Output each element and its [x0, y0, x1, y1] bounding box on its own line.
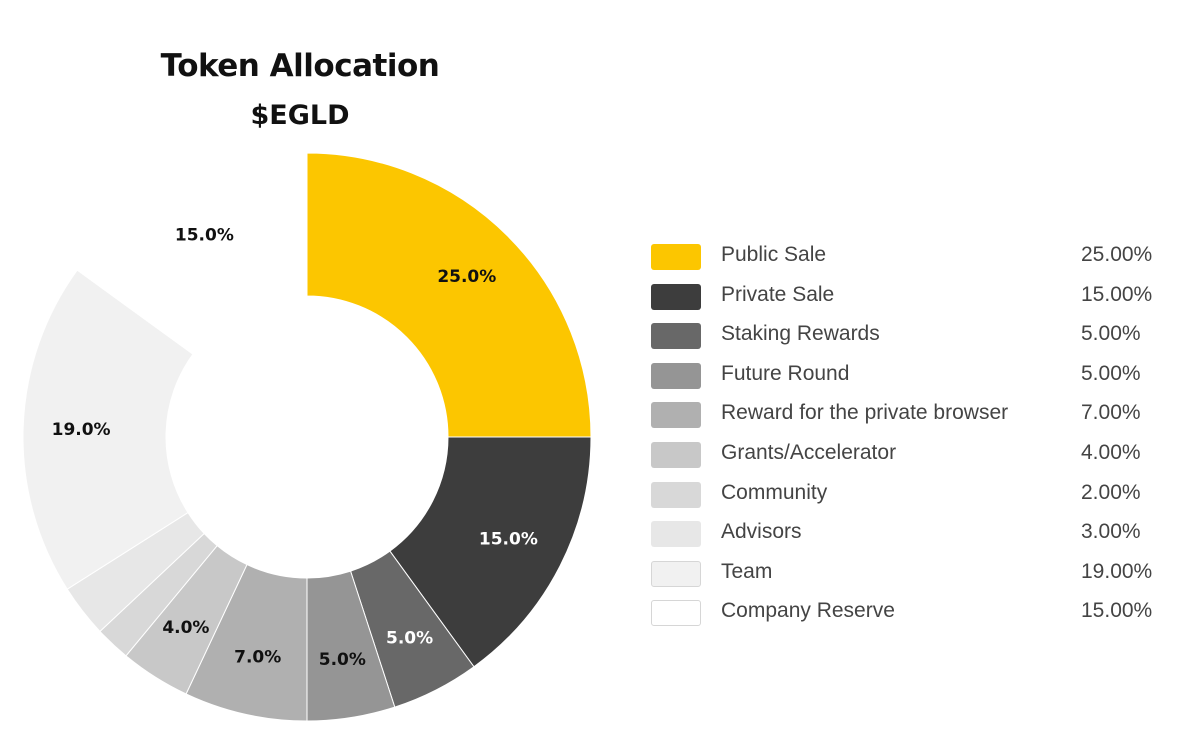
- legend-value: 4.00%: [1081, 440, 1141, 464]
- donut-chart: 25.0% 15.0% 5.0% 5.0% 7.0% 4.0% 19.0% 15.0%: [22, 152, 592, 722]
- slice-public-sale: [306, 152, 592, 438]
- legend-label: Public Sale: [721, 243, 827, 266]
- legend-label: Reward for the private browser: [721, 401, 1009, 425]
- legend-label: Future Round: [721, 361, 850, 385]
- legend-value: 5.00%: [1081, 322, 1141, 346]
- legend-label: Private Sale: [721, 282, 835, 306]
- chart-subtitle: $EGLD: [250, 100, 350, 131]
- legend-item-private-sale: Private Sale 15.00%: [651, 278, 1171, 318]
- legend-swatch: [651, 244, 701, 270]
- legend-value: 2.00%: [1081, 480, 1141, 504]
- legend-value: 5.00%: [1081, 361, 1141, 385]
- legend-item-staking-rewards: Staking Rewards 5.00%: [651, 317, 1171, 357]
- legend-swatch: [651, 441, 701, 468]
- slice-label-reward-for-the-private-browser: 7.0%: [234, 648, 281, 668]
- legend-item-team: Team 19.00%: [651, 555, 1171, 595]
- legend-item-reward-for-the-private-browser: Reward for the private browser 7.00%: [651, 396, 1171, 436]
- slice-private-sale: [389, 436, 592, 668]
- slice-label-future-round: 5.0%: [319, 650, 366, 670]
- legend: Public Sale 25.00% Private Sale 15.00% Staki…: [651, 238, 1171, 634]
- legend-swatch: [651, 481, 701, 508]
- legend-item-advisors: Advisors 3.00%: [651, 515, 1171, 555]
- legend-item-company-reserve: Company Reserve 15.00%: [651, 594, 1171, 634]
- legend-swatch: [651, 560, 701, 587]
- legend-swatch: [651, 362, 701, 389]
- legend-item-public-sale: Public Sale 25.00%: [651, 238, 1171, 278]
- legend-value: 15.00%: [1081, 282, 1153, 306]
- legend-swatch: [651, 402, 701, 429]
- slice-label-company-reserve: 15.0%: [175, 226, 234, 246]
- legend-value: 3.00%: [1081, 520, 1141, 544]
- slice-label-team: 19.0%: [52, 420, 111, 440]
- legend-label: Community: [721, 480, 828, 504]
- legend-value: 15.00%: [1081, 599, 1153, 623]
- legend-label: Staking Rewards: [721, 322, 880, 346]
- legend-label: Grants/Accelerator: [721, 440, 897, 464]
- slice-team: [22, 269, 194, 590]
- legend-item-grants-accelerator: Grants/Accelerator 4.00%: [651, 436, 1171, 476]
- legend-label: Company Reserve: [721, 599, 895, 623]
- donut-slice-labels: 25.0% 15.0% 5.0% 5.0% 7.0% 4.0% 19.0% 15.0%: [52, 226, 538, 671]
- legend-swatch: [651, 600, 701, 627]
- legend-item-community: Community 2.00%: [651, 476, 1171, 516]
- legend-item-future-round: Future Round 5.00%: [651, 357, 1171, 397]
- legend-value: 7.00%: [1081, 401, 1141, 425]
- legend-swatch: [651, 283, 701, 310]
- legend-label: Advisors: [721, 520, 802, 544]
- donut-slices: [22, 152, 592, 722]
- slice-company-reserve: [76, 152, 308, 355]
- legend-value: 19.00%: [1081, 559, 1153, 583]
- slice-label-public-sale: 25.0%: [437, 267, 496, 287]
- legend-swatch: [651, 521, 701, 548]
- legend-value: 25.00%: [1081, 243, 1153, 266]
- slice-label-grants-accelerator: 4.0%: [162, 618, 209, 638]
- legend-swatch: [651, 323, 701, 350]
- slice-label-private-sale: 15.0%: [479, 530, 538, 550]
- slice-label-staking-rewards: 5.0%: [386, 628, 433, 648]
- chart-title: Token Allocation: [160, 48, 440, 84]
- legend-label: Team: [721, 559, 773, 583]
